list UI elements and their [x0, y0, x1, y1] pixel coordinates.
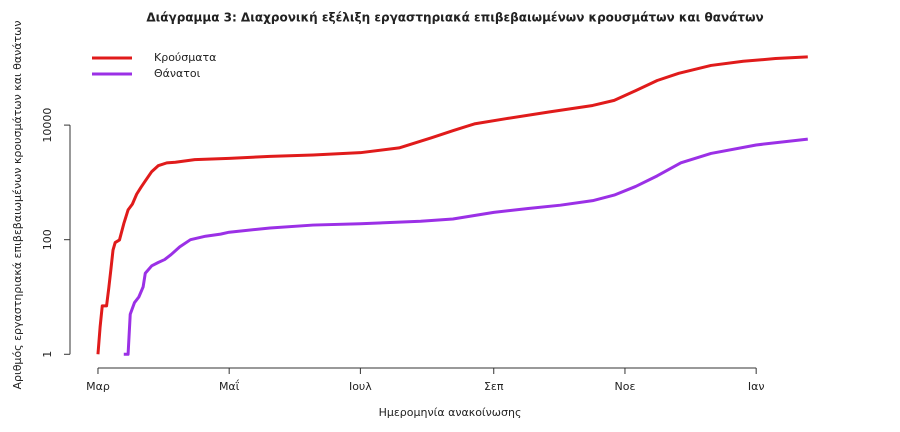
y-tick-label: 1 [41, 351, 54, 358]
x-tick-label: Ιαν [748, 380, 765, 393]
legend-label: Κρούσματα [154, 51, 216, 64]
x-tick-label: Μαΐ [219, 379, 240, 393]
x-axis-label: Ημερομηνία ανακοίνωσης [379, 406, 522, 419]
series-line [123, 137, 808, 356]
y-axis-label: Αριθμός εργαστηριακά επιβεβαιωμένων κρου… [11, 20, 24, 389]
x-tick-label: Μαρ [86, 380, 110, 393]
chart-title: Διάγραμμα 3: Διαχρονική εξέλιξη εργαστηρ… [146, 11, 763, 25]
x-tick-label: Νοε [615, 380, 636, 393]
x-tick-label: Ιουλ [349, 380, 372, 393]
y-tick-label: 10000 [41, 108, 54, 143]
x-tick-label: Σεπ [484, 380, 504, 393]
y-tick-label: 100 [41, 229, 54, 250]
series-line [96, 55, 808, 355]
legend-label: Θάνατοι [154, 67, 201, 80]
